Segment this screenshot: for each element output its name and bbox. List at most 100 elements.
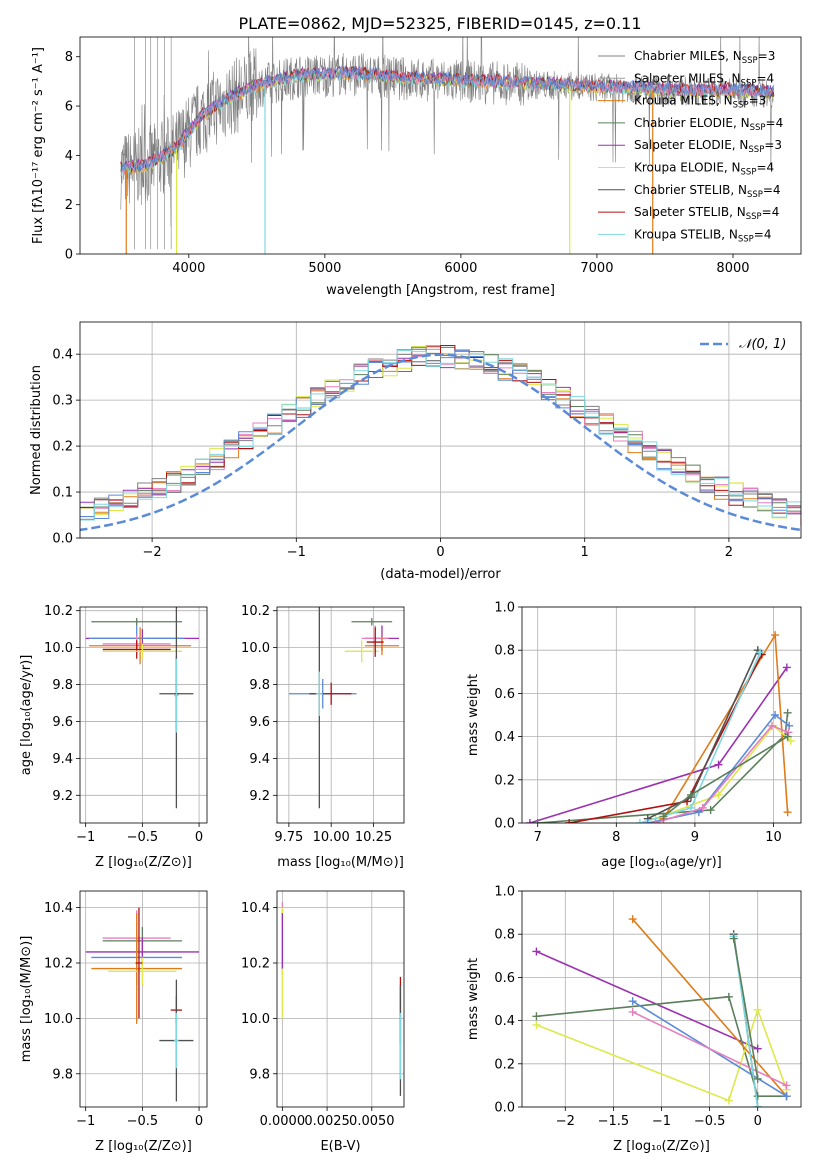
weight-line — [655, 724, 789, 823]
x-tick-label: 0.0025 — [304, 1114, 350, 1129]
x-tick-label: 9.75 — [274, 830, 303, 845]
weight-marker — [532, 1020, 541, 1029]
weight-marker — [686, 790, 695, 799]
y-tick-label: 10.0 — [44, 641, 73, 656]
x-tick-label: 10 — [765, 830, 782, 845]
weight-marker — [783, 732, 792, 741]
weight-marker — [635, 819, 644, 823]
x-tick-label: −2 — [143, 545, 162, 560]
y-axis-label: mass weight — [466, 674, 481, 756]
weight-marker — [724, 1096, 733, 1105]
axes-mass-vs-EBV: 0.0000 0.0025 0.0050 9.8 10.0 10.2 10.4 E(B-V) — [241, 890, 405, 1154]
weight-line — [655, 724, 792, 820]
y-tick-label: 10.2 — [44, 604, 73, 619]
y-tick-label: 10.4 — [44, 901, 73, 916]
weight-marker — [782, 1081, 791, 1090]
errorbar-point — [135, 907, 143, 1019]
x-tick-label: −1 — [76, 830, 95, 845]
weight-marker — [784, 728, 793, 737]
weight-marker — [724, 992, 733, 1001]
y-tick-label: 6 — [65, 100, 73, 115]
weight-line — [536, 1007, 788, 1102]
x-tick-label: 8000 — [716, 261, 749, 276]
x-axis-label: mass [log₁₀(M/M⊙)] — [277, 855, 404, 870]
y-tick-label: 8 — [65, 50, 73, 65]
histogram-plot-area — [80, 345, 801, 532]
y-tick-label: 1.0 — [494, 885, 515, 900]
gaussian-curve — [80, 353, 801, 532]
weight-marker — [628, 997, 637, 1006]
y-tick-label: 0.8 — [494, 644, 515, 659]
y-tick-label: 0 — [65, 248, 73, 263]
x-tick-label: 1 — [581, 545, 589, 560]
weight-vs-Z-plot-area — [532, 915, 791, 1107]
x-tick-label: 10.00 — [313, 830, 350, 845]
x-tick-label: 9 — [691, 830, 699, 845]
mass-vs-EBV-plot-area — [281, 902, 402, 1096]
y-tick-label: 10.0 — [241, 641, 270, 656]
axes-frame — [79, 321, 802, 539]
y-tick-label: 0.6 — [494, 971, 515, 986]
x-tick-label: −2 — [556, 1114, 575, 1129]
y-tick-label: 0.1 — [52, 486, 73, 501]
weight-series — [659, 732, 792, 821]
y-axis-label: mass [log₁₀(M/M⊙)] — [19, 936, 34, 1063]
y-tick-label: 10.2 — [241, 604, 270, 619]
y-axis-label: age [log₁₀(age/yr)] — [19, 655, 34, 776]
weight-marker — [783, 708, 792, 717]
weight-series — [628, 1007, 791, 1090]
x-tick-label: 0 — [436, 545, 444, 560]
x-tick-label: 0 — [195, 1114, 203, 1129]
x-tick-label: −1 — [76, 1114, 95, 1129]
axes-frame — [79, 606, 208, 824]
axes-frame — [276, 890, 405, 1108]
x-tick-label: 0 — [195, 830, 203, 845]
weight-marker — [782, 663, 791, 672]
legend-entry: Chabrier ELODIE, NSSP=4 — [634, 116, 783, 133]
weight-marker — [525, 819, 534, 823]
x-axis-label: age [log₁₀(age/yr)] — [601, 855, 722, 870]
y-tick-label: 10.0 — [241, 1012, 270, 1027]
legend-entry: Kroupa MILES, NSSP=3 — [634, 94, 766, 111]
y-tick-label: 9.6 — [52, 715, 73, 730]
histogram-step — [80, 350, 801, 521]
weight-line — [732, 938, 759, 1080]
errorbar-point — [174, 1012, 179, 1069]
axes-weight-vs-Z: −2 −1.5 −1 −0.5 0 0.0 0.2 0.4 0.6 0.8 1.0 Z [log₁₀(… — [466, 885, 802, 1154]
axes-frame — [79, 890, 208, 1108]
x-tick-label: −1.5 — [598, 1114, 630, 1129]
axes-residuals: −2 −1 0 1 2 0.0 0.1 0.2 0.3 0.4 𝒩(0, 1) (data-model… — [29, 321, 802, 582]
weight-marker — [767, 721, 776, 730]
axes-weight-vs-age: 7 8 9 10 0.0 0.2 0.4 0.6 0.8 1.0 age [log₁₀(age/yr… — [466, 601, 802, 870]
x-tick-label: 5000 — [308, 261, 341, 276]
y-tick-label: 9.8 — [249, 1067, 270, 1082]
weight-line — [632, 1011, 787, 1087]
x-tick-label: 6000 — [444, 261, 477, 276]
age-vs-Z-plot-area — [85, 607, 200, 809]
x-axis-label: Z [log₁₀(Z/Z⊙)] — [613, 1139, 710, 1154]
weight-marker — [714, 790, 723, 799]
errorbar-point — [89, 627, 192, 665]
y-tick-label: 0.0 — [494, 817, 515, 832]
x-tick-label: 2 — [725, 545, 733, 560]
y-tick-label: 10.2 — [44, 957, 73, 972]
weight-marker — [756, 648, 765, 657]
y-tick-label: 10.4 — [241, 901, 270, 916]
weight-marker — [659, 812, 668, 821]
errorbar-point — [174, 658, 179, 733]
y-tick-label: 9.8 — [249, 678, 270, 693]
weight-line — [536, 950, 759, 1050]
axes-age-vs-mass: 9.75 10.00 10.25 9.2 9.4 9.6 9.8 10.0 10.2 mass [… — [241, 604, 405, 870]
y-tick-label: 0.4 — [494, 730, 515, 745]
weight-marker — [753, 1044, 762, 1053]
y-tick-label: 0.4 — [494, 1014, 515, 1029]
axes-age-vs-Z: −1 −0.5 0 9.2 9.4 9.6 9.8 10.0 10.2 Z [log₁₀(Z/Z⊙… — [19, 604, 208, 870]
weight-marker — [706, 806, 715, 815]
y-tick-label: 0.3 — [52, 394, 73, 409]
x-tick-label: 7 — [534, 830, 542, 845]
errorbar-point — [365, 636, 399, 655]
legend-entry: Salpeter ELODIE, NSSP=3 — [634, 138, 782, 155]
x-axis-label: E(B-V) — [320, 1139, 360, 1154]
age-vs-mass-plot-area — [288, 607, 399, 809]
x-tick-label: 10.25 — [355, 830, 392, 845]
